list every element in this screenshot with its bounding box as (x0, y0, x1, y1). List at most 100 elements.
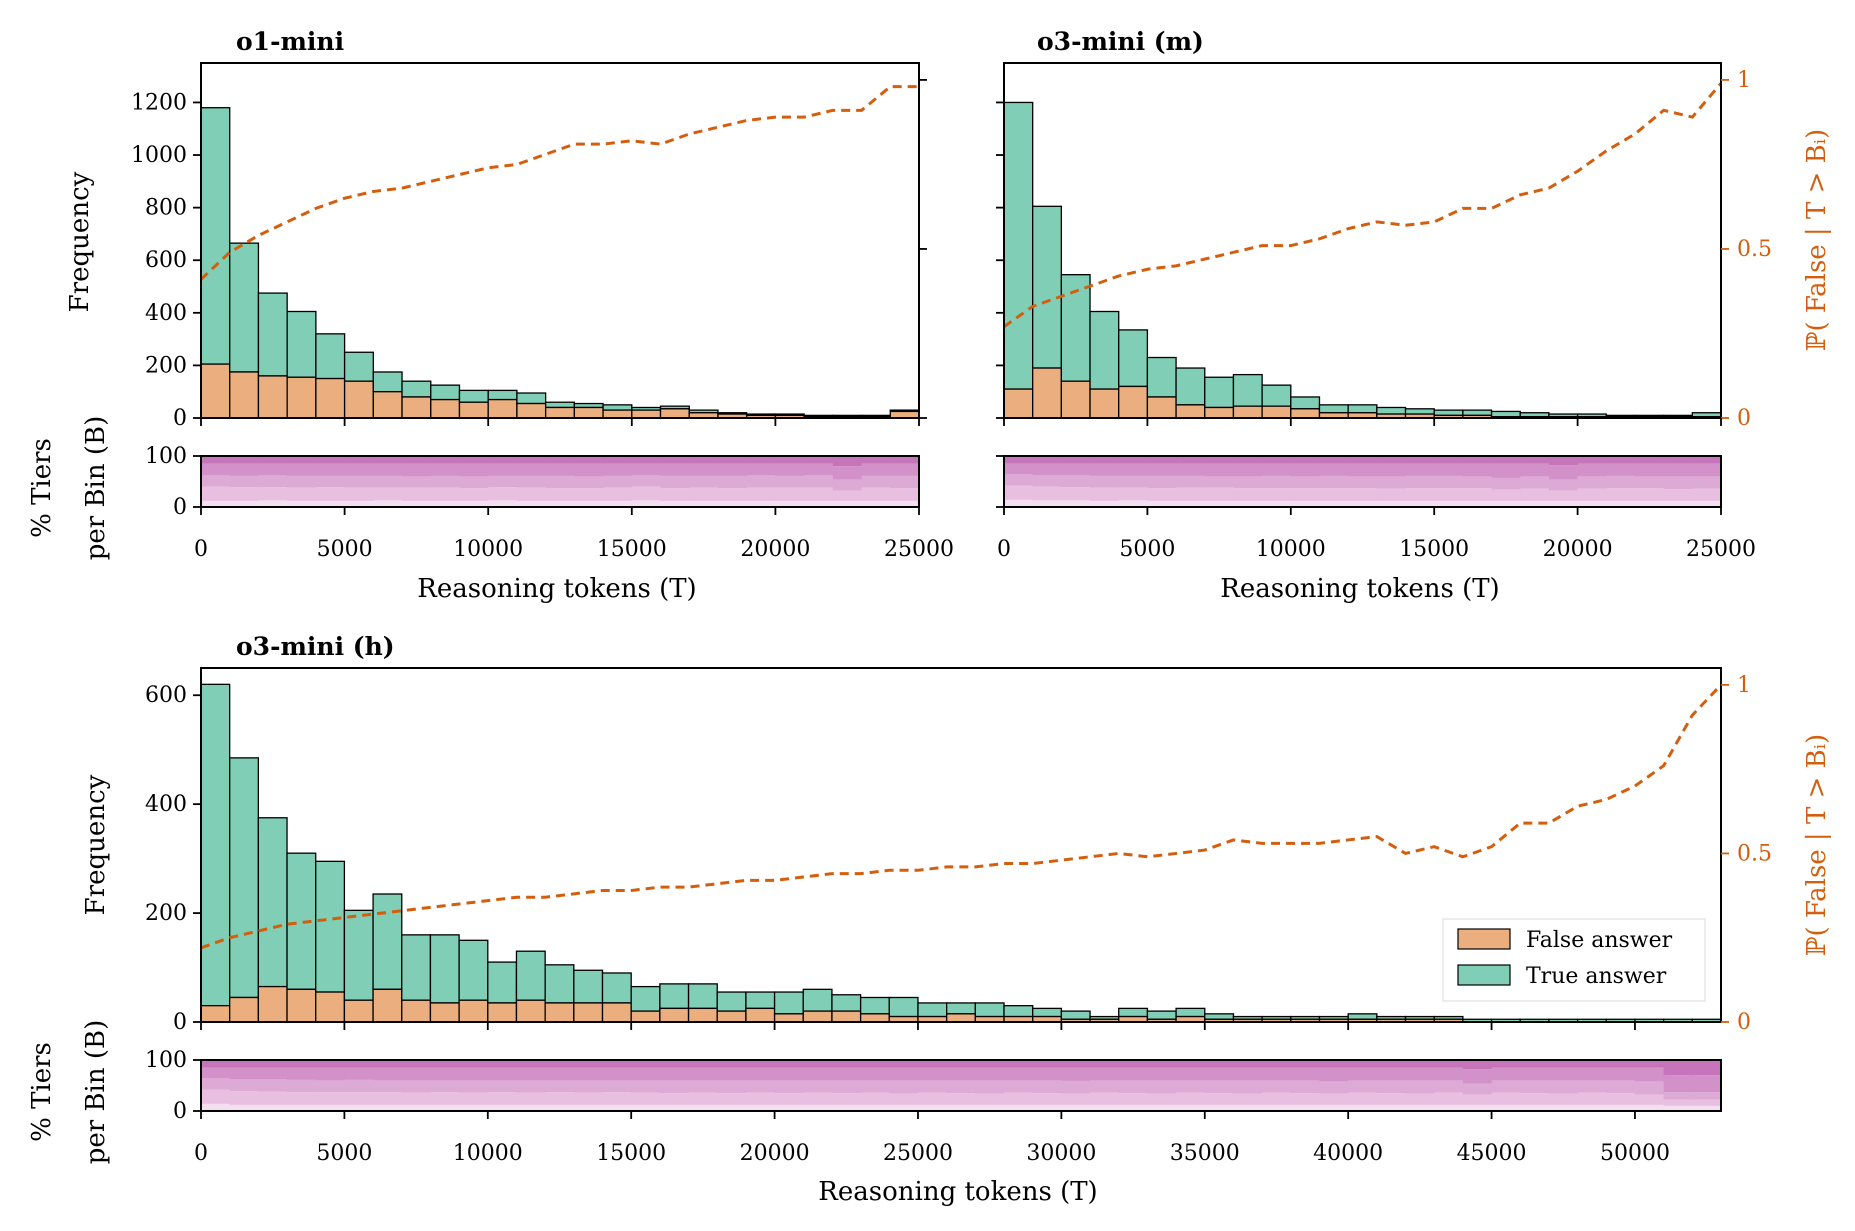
tier-segment (1692, 500, 1722, 507)
bar-true (1490, 410, 1521, 418)
bar-false (200, 363, 231, 419)
tier-segment (373, 463, 403, 476)
tier-segment (1032, 1104, 1062, 1111)
tier-segment (775, 487, 805, 501)
tier-segment (717, 456, 748, 464)
tier-segment (229, 456, 259, 464)
tier-segment (746, 456, 776, 464)
tier-segment (1634, 456, 1665, 464)
bar-true (1032, 1007, 1063, 1018)
tier-segment (831, 1093, 862, 1105)
tier-segment (1548, 465, 1579, 480)
tier-segment (287, 1104, 317, 1111)
bar-false (1232, 405, 1263, 419)
bar-false (659, 1007, 690, 1023)
tier-segment (775, 500, 805, 507)
tier-segment (917, 1092, 948, 1105)
bar-false (602, 409, 633, 419)
bar-true (1146, 1010, 1177, 1020)
tier-segment (890, 475, 920, 489)
tier-segment (1032, 1093, 1062, 1105)
tier-segment (860, 1067, 890, 1081)
tier-segment (1118, 475, 1148, 488)
bar-false (1003, 388, 1034, 419)
tier-segment (603, 463, 633, 476)
tier-segment (1348, 463, 1378, 477)
tier-segment (315, 456, 346, 464)
tier-segment (1376, 1067, 1407, 1081)
tier-segment (258, 500, 288, 507)
tier-segment (1491, 1067, 1521, 1081)
tier-segment (1032, 486, 1062, 501)
tier-segment (402, 456, 432, 464)
x-tick-label: 15000 (597, 537, 667, 562)
tier-segment (1663, 1099, 1693, 1106)
tier-segment (775, 463, 805, 476)
tier-segment (1262, 1067, 1292, 1081)
bar-false (687, 1007, 718, 1023)
bar-true (544, 964, 575, 1004)
tier-segment (1462, 456, 1493, 464)
tier-segment (1090, 1080, 1120, 1093)
main-axes-frame (200, 62, 920, 419)
tier-segment (402, 500, 432, 507)
y-tick-label: 1000 (131, 143, 187, 168)
tier-segment (1118, 1067, 1148, 1081)
bar-false (315, 377, 346, 419)
tier-segment (1061, 1104, 1091, 1111)
y2-axis-label-bottom: ℙ( False | T > Bᵢ) (1802, 734, 1832, 956)
tier-segment (1434, 488, 1464, 501)
tier-segment (258, 475, 288, 488)
tier-segment (1348, 488, 1378, 501)
tier-segment (229, 500, 259, 507)
tier-segment (1577, 1080, 1607, 1093)
tier-segment (832, 500, 863, 507)
tier-segment (1520, 1080, 1550, 1094)
tier-segment (315, 1104, 345, 1111)
tier-segment (344, 456, 374, 464)
tier-segment (1290, 1104, 1320, 1111)
tier-segment (574, 463, 604, 477)
tier-segment (1462, 476, 1493, 489)
tier-segment (1491, 463, 1521, 478)
tier-segment (545, 456, 575, 464)
tier-segment (1176, 463, 1206, 476)
svg-text:per Bin (B): per Bin (B) (81, 416, 111, 561)
tier-segment (917, 1104, 948, 1111)
tier-segment (1634, 500, 1665, 507)
p-false-line (200, 683, 1723, 950)
bar-true (1003, 101, 1034, 390)
tier-segment (229, 1104, 259, 1111)
bar-true (888, 996, 919, 1018)
tier-segment (1290, 488, 1320, 501)
tier-segment (659, 1093, 690, 1105)
tier-segment (258, 1104, 288, 1111)
tier-segment (1004, 1060, 1034, 1068)
bar-false (229, 996, 260, 1023)
bar-false (716, 1010, 747, 1023)
tier-segment (574, 476, 604, 489)
svg-text:per Bin (B): per Bin (B) (81, 1020, 111, 1165)
tier-segment (1032, 1080, 1062, 1094)
tier-segment (401, 1080, 431, 1093)
panel-title-o3-mini-m: o3-mini (m) (1037, 27, 1204, 56)
x-tick-label: 10000 (453, 537, 523, 562)
tier-segment (1462, 488, 1493, 501)
tier-segment (1606, 1067, 1636, 1081)
tier-segment (1663, 456, 1693, 464)
tier-segment (344, 1067, 374, 1080)
bar-true (802, 988, 833, 1012)
tier-segment (573, 1104, 604, 1111)
tier-segment (1118, 1104, 1148, 1111)
tier-segment (1319, 500, 1349, 507)
tier-segment (315, 1080, 345, 1093)
tier-segment (1147, 1080, 1177, 1094)
tier-segment (603, 487, 633, 501)
tier-segment (1577, 1067, 1607, 1081)
tier-segment (402, 463, 432, 477)
tier-segment (1634, 1094, 1665, 1105)
tier-segment (917, 1067, 948, 1081)
tier-segment (1434, 1092, 1464, 1105)
tier-segment (1233, 476, 1263, 489)
tier-segment (258, 1091, 288, 1105)
